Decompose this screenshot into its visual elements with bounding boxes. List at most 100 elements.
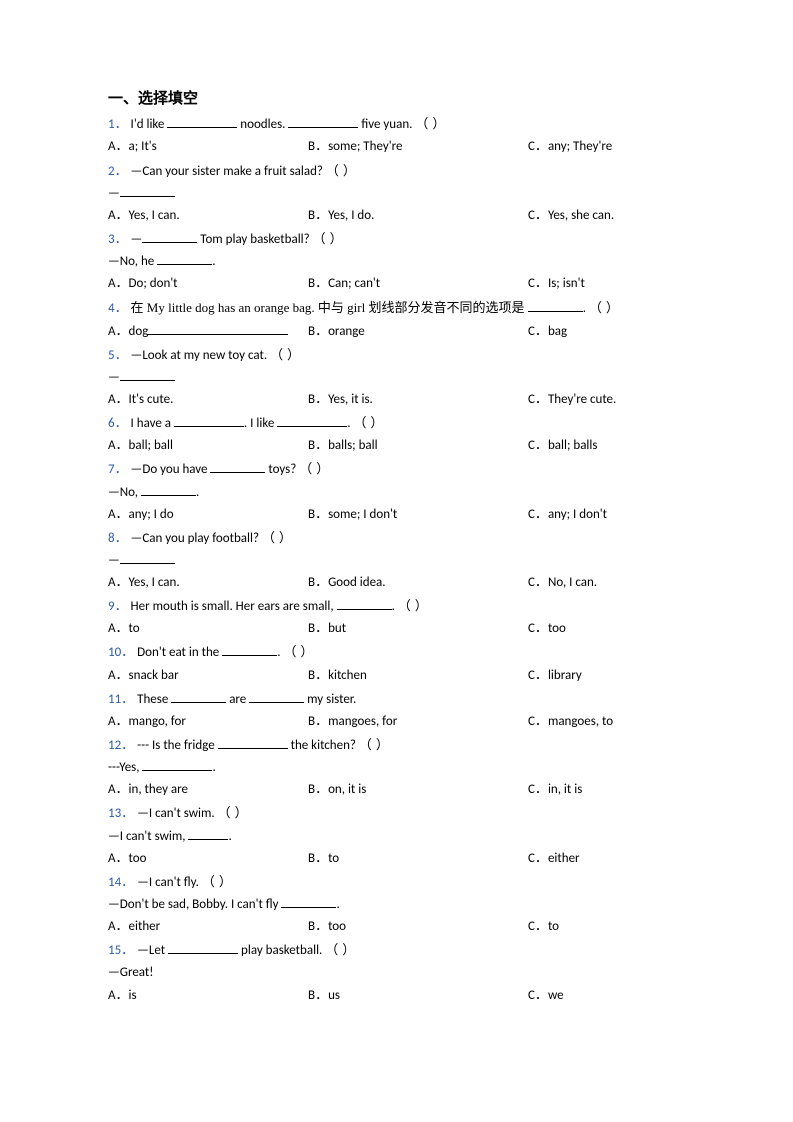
q14-cont-a: —Don't be sad, Bobby. I can't fly	[108, 897, 281, 912]
q10-opt-a[interactable]: A．snack bar	[108, 666, 308, 686]
question-14: 14． —I can't fly. （ ）	[108, 873, 685, 893]
q7-a-text: any; I do	[129, 507, 174, 522]
q10-opt-c[interactable]: C．library	[528, 666, 685, 686]
question-15: 15． —Let play basketball. （ ）	[108, 941, 685, 961]
question-11: 11． These are my sister.	[108, 690, 685, 710]
q8-opt-a[interactable]: A．Yes, I can.	[108, 573, 308, 593]
q6-opt-a[interactable]: A．ball; ball	[108, 436, 308, 456]
label-a: A．	[108, 139, 129, 154]
q11-opt-a[interactable]: A．mango, for	[108, 712, 308, 732]
q2-opt-b[interactable]: B．Yes, I do.	[308, 206, 528, 226]
paren: （ ）	[353, 416, 383, 431]
q7-stem-b: toys?	[265, 462, 296, 477]
label-b: B．	[308, 988, 328, 1003]
q3-opt-b[interactable]: B．Can; can't	[308, 274, 528, 294]
q12-opt-b[interactable]: B．on, it is	[308, 780, 528, 800]
q11-b-text: mangoes, for	[328, 714, 397, 729]
q1-opt-c[interactable]: C．any; They're	[528, 137, 685, 157]
q8-opt-b[interactable]: B．Good idea.	[308, 573, 528, 593]
q9-number: 9．	[108, 599, 128, 614]
q4-number: 4．	[108, 301, 128, 316]
q1-opt-b[interactable]: B．some; They're	[308, 137, 528, 157]
label-b: B．	[308, 919, 328, 934]
q1-opt-a[interactable]: A．a; It's	[108, 137, 308, 157]
q8-opt-c[interactable]: C．No, I can.	[528, 573, 685, 593]
q9-opt-b[interactable]: B．but	[308, 619, 528, 639]
q9-opt-a[interactable]: A．to	[108, 619, 308, 639]
q11-number: 11．	[108, 692, 134, 707]
label-c: C．	[528, 507, 548, 522]
q12-opt-c[interactable]: C．in, it is	[528, 780, 685, 800]
label-b: B．	[308, 276, 328, 291]
q11-opt-b[interactable]: B．mangoes, for	[308, 712, 528, 732]
q3-opt-c[interactable]: C．Is; isn't	[528, 274, 685, 294]
q7-opt-b[interactable]: B．some; I don't	[308, 505, 528, 525]
q15-opt-c[interactable]: C．we	[528, 986, 685, 1006]
q14-opt-a[interactable]: A．either	[108, 917, 308, 937]
q14-opt-b[interactable]: B．too	[308, 917, 528, 937]
q2-options: A．Yes, I can. B．Yes, I do. C．Yes, she ca…	[108, 206, 685, 226]
question-2: 2． —Can your sister make a fruit salad? …	[108, 162, 685, 182]
q6-c-text: ball; balls	[548, 438, 598, 453]
blank	[218, 736, 288, 749]
label-a: A．	[108, 507, 129, 522]
q4-opt-a[interactable]: A．dog	[108, 322, 308, 342]
label-c: C．	[528, 621, 548, 636]
q3-opt-a[interactable]: A．Do; don't	[108, 274, 308, 294]
label-b: B．	[308, 851, 328, 866]
q5-opt-c[interactable]: C．They're cute.	[528, 390, 685, 410]
q5-opt-b[interactable]: B．Yes, it is.	[308, 390, 528, 410]
q11-c-text: mangoes, to	[548, 714, 613, 729]
q14-opt-c[interactable]: C．to	[528, 917, 685, 937]
question-3: 3． — Tom play basketball? （ ）	[108, 230, 685, 250]
q4-opt-b[interactable]: B．orange	[308, 322, 528, 342]
q8-cont-text: —	[108, 553, 120, 568]
q13-opt-a[interactable]: A．too	[108, 849, 308, 869]
q13-number: 13．	[108, 806, 134, 821]
q10-options: A．snack bar B．kitchen C．library	[108, 666, 685, 686]
q10-number: 10．	[108, 645, 134, 660]
q15-number: 15．	[108, 943, 134, 958]
q2-opt-a[interactable]: A．Yes, I can.	[108, 206, 308, 226]
q8-options: A．Yes, I can. B．Good idea. C．No, I can.	[108, 573, 685, 593]
q11-opt-c[interactable]: C．mangoes, to	[528, 712, 685, 732]
q6-opt-b[interactable]: B．balls; ball	[308, 436, 528, 456]
q13-options: A．too B．to C．either	[108, 849, 685, 869]
label-c: C．	[528, 392, 548, 407]
q4-opt-c[interactable]: C．bag	[528, 322, 685, 342]
blank	[249, 690, 304, 703]
q10-opt-b[interactable]: B．kitchen	[308, 666, 528, 686]
label-c: C．	[528, 208, 548, 223]
q2-opt-c[interactable]: C．Yes, she can.	[528, 206, 685, 226]
worksheet-page: 一、选择填空 1． I'd like noodles. five yuan. （…	[0, 0, 793, 1122]
q15-opt-a[interactable]: A．is	[108, 986, 308, 1006]
q7-cont-b: .	[196, 485, 199, 500]
q3-stem-b: Tom play basketball?	[197, 232, 309, 247]
q15-opt-b[interactable]: B．us	[308, 986, 528, 1006]
q6-a-text: ball; ball	[129, 438, 173, 453]
label-a: A．	[108, 782, 129, 797]
label-a: A．	[108, 919, 129, 934]
q6-opt-c[interactable]: C．ball; balls	[528, 436, 685, 456]
paren: （ ）	[283, 645, 313, 660]
label-b: B．	[308, 392, 328, 407]
q6-stem-c: .	[347, 416, 350, 431]
q15-c-text: we	[548, 988, 564, 1003]
q12-c-text: in, it is	[548, 782, 582, 797]
q12-opt-a[interactable]: A．in, they are	[108, 780, 308, 800]
blank	[120, 184, 175, 197]
blank	[171, 690, 226, 703]
q13-opt-b[interactable]: B．to	[308, 849, 528, 869]
q7-opt-a[interactable]: A．any; I do	[108, 505, 308, 525]
q4-stem-a: 在 My little dog has an orange bag. 中与 gi…	[131, 300, 528, 315]
q9-opt-c[interactable]: C．too	[528, 619, 685, 639]
q9-options: A．to B．but C．too	[108, 619, 685, 639]
q5-opt-a[interactable]: A．It's cute.	[108, 390, 308, 410]
label-a: A．	[108, 621, 129, 636]
label-b: B．	[308, 668, 328, 683]
label-c: C．	[528, 919, 548, 934]
q12-number: 12．	[108, 738, 134, 753]
q7-opt-c[interactable]: C．any; I don't	[528, 505, 685, 525]
q1-c-text: any; They're	[548, 139, 612, 154]
q13-opt-c[interactable]: C．either	[528, 849, 685, 869]
